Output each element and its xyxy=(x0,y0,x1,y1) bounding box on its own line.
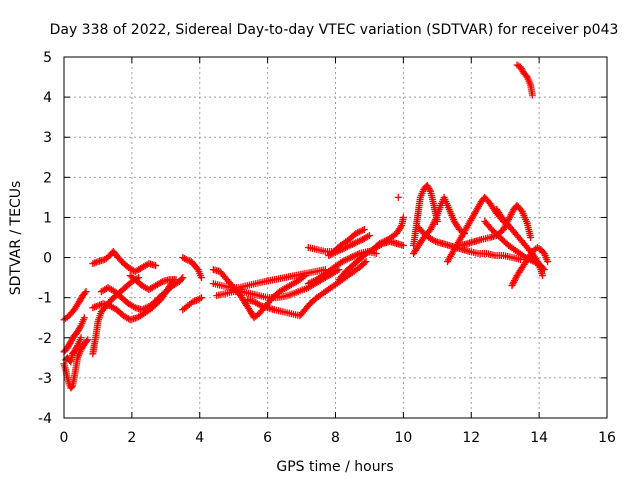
x-tick-label: 6 xyxy=(263,430,272,446)
series-i xyxy=(126,272,180,294)
data-point xyxy=(539,264,547,272)
x-tick-label: 8 xyxy=(331,430,340,446)
y-tick-label: 3 xyxy=(43,130,52,146)
series-z xyxy=(457,201,535,250)
data-point xyxy=(197,294,205,302)
x-tick-label: 2 xyxy=(127,430,136,446)
data-point xyxy=(361,259,369,267)
series-m xyxy=(209,266,329,292)
x-tick-label: 14 xyxy=(530,430,548,446)
data-point xyxy=(152,262,160,270)
y-tick-label: -1 xyxy=(38,291,52,307)
series-o xyxy=(243,258,370,320)
x-axis-label: GPS time / hours xyxy=(276,459,393,475)
series-k xyxy=(179,294,205,314)
data-point xyxy=(539,272,547,280)
data-point xyxy=(544,258,552,266)
data-series xyxy=(60,61,552,392)
series-g xyxy=(89,248,160,276)
data-point xyxy=(426,186,434,194)
data-point xyxy=(172,276,180,284)
data-point xyxy=(540,266,548,274)
data-point xyxy=(528,91,536,99)
y-tick-label: -4 xyxy=(38,411,52,427)
y-tick-label: 5 xyxy=(43,50,52,66)
y-axis-label: SDTVAR / TECUs xyxy=(8,181,24,296)
data-point xyxy=(83,337,91,345)
series-e xyxy=(89,274,143,358)
data-point xyxy=(399,242,407,250)
data-point xyxy=(68,383,76,391)
x-axis-ticks: 0 2 4 6 8 10 12 14 16 xyxy=(60,57,616,446)
series-ad xyxy=(513,61,536,99)
series-x xyxy=(415,223,524,264)
data-point xyxy=(178,275,186,283)
data-point xyxy=(84,336,92,344)
series-h xyxy=(97,274,187,314)
series-a xyxy=(60,288,90,324)
data-point xyxy=(527,234,535,241)
series-j xyxy=(179,254,205,282)
data-point xyxy=(397,223,405,231)
x-tick-label: 4 xyxy=(195,430,204,446)
data-point xyxy=(431,217,439,225)
data-point xyxy=(81,289,89,297)
data-point xyxy=(179,274,187,282)
data-point xyxy=(517,206,525,214)
grid xyxy=(64,57,607,418)
data-point xyxy=(362,258,370,266)
x-tick-label: 10 xyxy=(394,430,412,446)
data-point xyxy=(399,213,407,221)
x-tick-label: 16 xyxy=(598,430,616,446)
series-ac xyxy=(508,244,552,290)
y-tick-label: 1 xyxy=(43,210,52,226)
series-b xyxy=(60,314,88,356)
plot-frame xyxy=(63,56,608,419)
series-r xyxy=(325,231,373,260)
y-tick-label: 4 xyxy=(43,90,52,106)
data-point xyxy=(82,288,90,296)
data-point xyxy=(197,274,205,282)
series-u xyxy=(394,193,402,201)
data-point xyxy=(394,193,402,201)
data-point xyxy=(76,323,84,331)
y-tick-label: 0 xyxy=(43,251,52,267)
y-tick-label: 2 xyxy=(43,170,52,186)
data-point xyxy=(365,231,373,239)
series-ab xyxy=(481,217,548,274)
chart-title: Day 338 of 2022, Sidereal Day-to-day VTE… xyxy=(50,22,619,38)
data-point xyxy=(360,225,368,233)
x-tick-label: 12 xyxy=(462,430,480,446)
data-point xyxy=(77,334,85,342)
y-tick-label: -2 xyxy=(38,331,52,347)
x-tick-label: 0 xyxy=(60,430,69,446)
data-point xyxy=(73,343,81,351)
series-c xyxy=(60,336,92,392)
data-point xyxy=(80,314,88,322)
series-f xyxy=(89,278,177,324)
y-tick-label: -3 xyxy=(38,371,52,387)
series-t xyxy=(372,238,407,252)
data-point xyxy=(372,250,380,258)
series-d xyxy=(62,334,85,366)
data-point xyxy=(92,258,100,266)
